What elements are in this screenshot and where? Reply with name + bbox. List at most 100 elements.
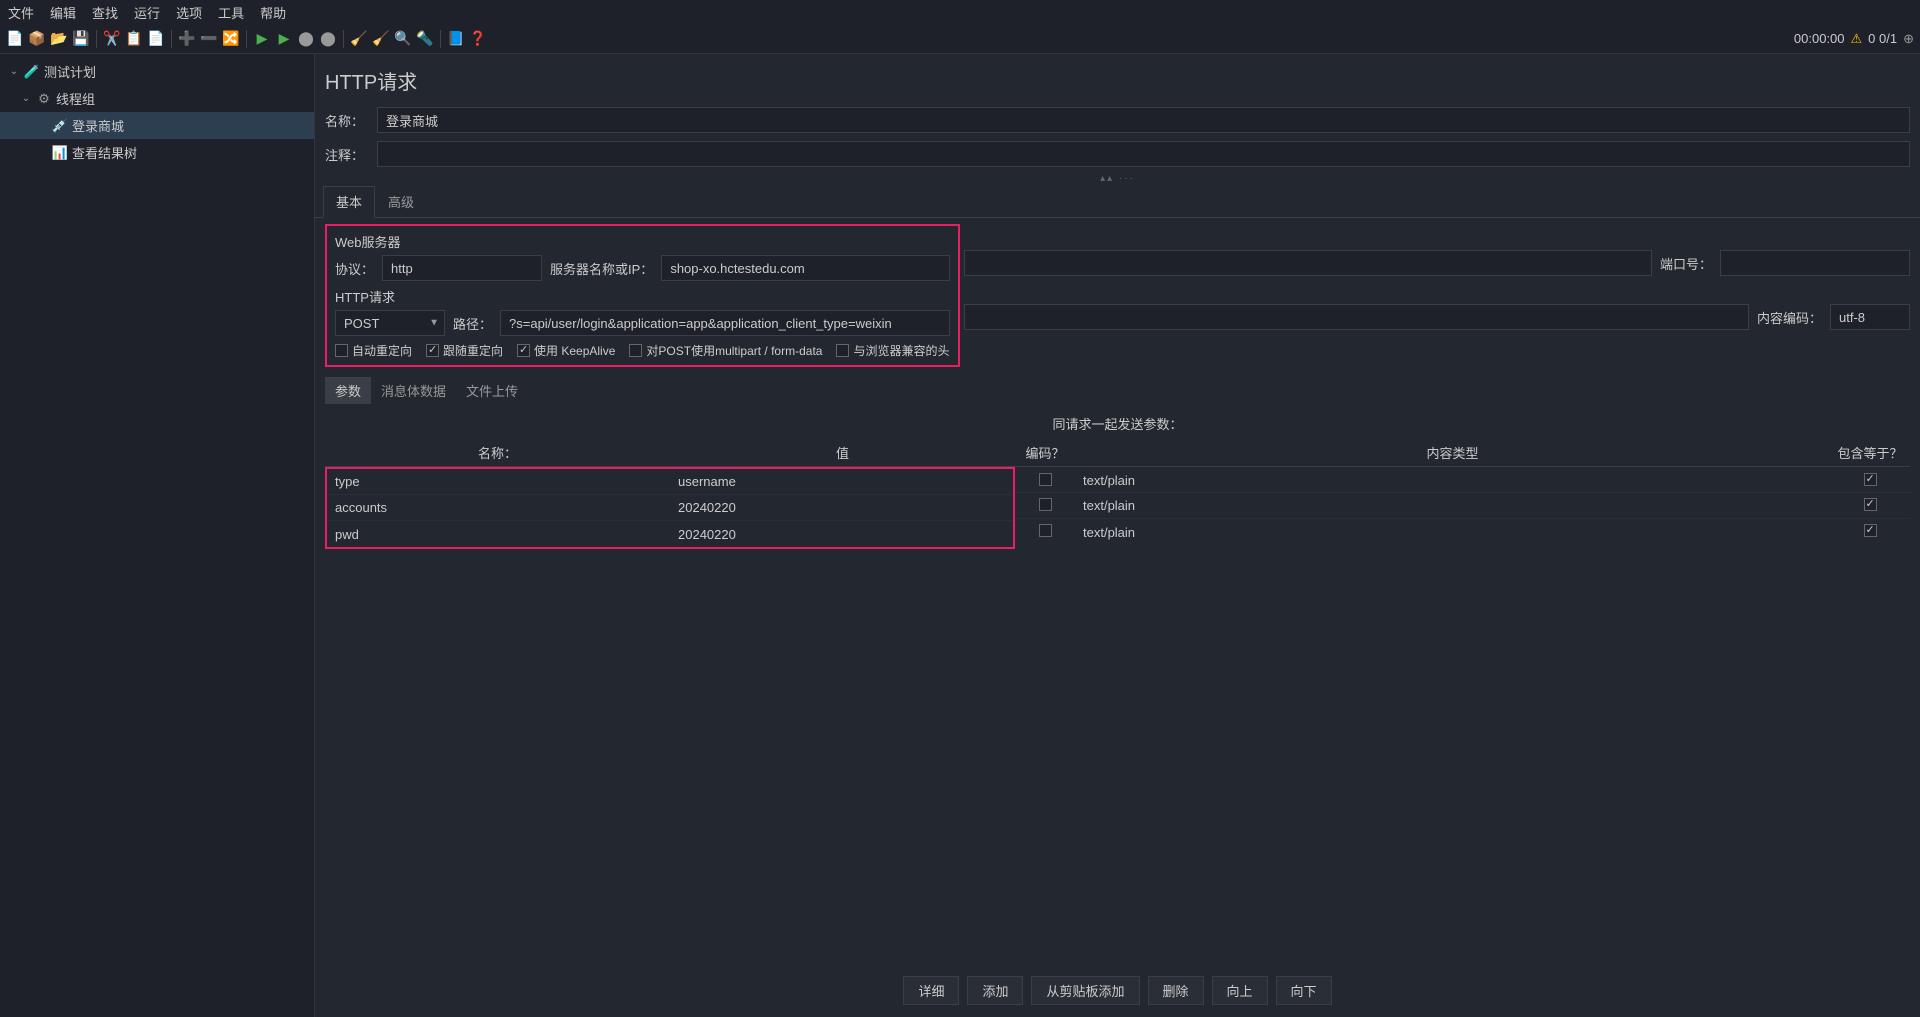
port-input[interactable] (1720, 250, 1910, 276)
add-button[interactable]: 添加 (967, 976, 1023, 1005)
param-value[interactable]: username (670, 474, 1013, 489)
comment-input[interactable] (377, 141, 1910, 167)
run-icon[interactable]: ▶ (253, 30, 271, 48)
tree-thread-group[interactable]: ⌄ ⚙ 线程组 (0, 85, 314, 112)
chevron-down-icon[interactable]: ⌄ (20, 93, 32, 104)
encode-check[interactable] (1039, 524, 1052, 537)
port-label: 端口号： (1660, 254, 1712, 273)
copy-icon[interactable]: 📋 (125, 30, 143, 48)
include-check[interactable] (1864, 524, 1877, 537)
tree-result-tree[interactable]: ⌄ 📊 查看结果树 (0, 139, 314, 166)
menu-options[interactable]: 选项 (176, 3, 202, 22)
auto-redirect-check[interactable]: 自动重定向 (335, 342, 412, 359)
method-select[interactable]: POST (335, 310, 445, 336)
param-content-type[interactable]: text/plain (1075, 473, 1830, 488)
toggle-icon[interactable]: 🔀 (222, 30, 240, 48)
menu-tools[interactable]: 工具 (218, 3, 244, 22)
open-icon[interactable]: 📂 (50, 30, 68, 48)
param-row-right[interactable]: text/plain (1015, 467, 1910, 493)
delete-button[interactable]: 删除 (1148, 976, 1204, 1005)
thread-count: 0 0/1 (1868, 31, 1897, 46)
save-icon[interactable]: 💾 (72, 30, 90, 48)
include-check[interactable] (1864, 498, 1877, 511)
col-value-header: 值 (670, 443, 1015, 462)
body-tabs: 参数 消息体数据 文件上传 (315, 373, 1920, 408)
toolbar: 📄 📦 📂 💾 ✂️ 📋 📄 ➕ ➖ 🔀 ▶ ▶ ⬤ ⬤ 🧹 🧹 🔍 🔦 📘 ❓… (0, 24, 1920, 54)
config-tabs: 基本 高级 (315, 186, 1920, 218)
subtab-body[interactable]: 消息体数据 (371, 377, 456, 404)
server-overflow-input[interactable] (964, 250, 1652, 276)
menu-help[interactable]: 帮助 (260, 3, 286, 22)
tree-label: 登录商城 (72, 116, 124, 135)
menu-run[interactable]: 运行 (134, 3, 160, 22)
shutdown-icon[interactable]: ⬤ (319, 30, 337, 48)
tree-test-plan[interactable]: ⌄ 🧪 测试计划 (0, 58, 314, 85)
clipboard-button[interactable]: 从剪贴板添加 (1031, 976, 1139, 1005)
follow-redirect-check[interactable]: 跟随重定向 (426, 342, 503, 359)
tab-advanced[interactable]: 高级 (375, 186, 427, 217)
pipette-icon: 💉 (52, 118, 68, 134)
page-title: HTTP请求 (315, 54, 1920, 103)
paste-icon[interactable]: 📄 (147, 30, 165, 48)
protocol-input[interactable] (382, 255, 542, 281)
param-name[interactable]: type (327, 474, 670, 489)
name-input[interactable] (377, 107, 1910, 133)
server-input[interactable] (661, 255, 950, 281)
menu-search[interactable]: 查找 (92, 3, 118, 22)
param-value[interactable]: 20240220 (670, 527, 1013, 542)
menu-file[interactable]: 文件 (8, 3, 34, 22)
elapsed-time: 00:00:00 (1794, 31, 1845, 46)
up-button[interactable]: 向上 (1212, 976, 1268, 1005)
encode-check[interactable] (1039, 498, 1052, 511)
col-name-header: 名称： (325, 443, 670, 462)
clear-all-icon[interactable]: 🧹 (372, 30, 390, 48)
param-name[interactable]: pwd (327, 527, 670, 542)
param-row-right[interactable]: text/plain (1015, 519, 1910, 545)
include-check[interactable] (1864, 473, 1877, 486)
subtab-params[interactable]: 参数 (325, 377, 371, 404)
path-overflow-input[interactable] (964, 304, 1749, 330)
keepalive-check[interactable]: 使用 KeepAlive (517, 342, 615, 359)
tab-basic[interactable]: 基本 (323, 186, 375, 218)
protocol-label: 协议： (335, 259, 374, 278)
clear-icon[interactable]: 🧹 (350, 30, 368, 48)
browser-headers-check[interactable]: 与浏览器兼容的头 (836, 342, 949, 359)
param-content-type[interactable]: text/plain (1075, 525, 1830, 540)
col-encode-header: 编码？ (1015, 443, 1075, 462)
param-content-type[interactable]: text/plain (1075, 498, 1830, 513)
path-label: 路径： (453, 314, 492, 333)
detail-button[interactable]: 详细 (903, 976, 959, 1005)
down-button[interactable]: 向下 (1276, 976, 1332, 1005)
warning-icon[interactable]: ⚠ (1851, 31, 1863, 47)
param-name[interactable]: accounts (327, 500, 670, 515)
encode-check[interactable] (1039, 473, 1052, 486)
chevron-down-icon[interactable]: ⌄ (8, 66, 20, 77)
param-buttons: 详细 添加 从剪贴板添加 删除 向上 向下 (315, 964, 1920, 1017)
tree-label: 查看结果树 (72, 143, 137, 162)
reset-search-icon[interactable]: 🔦 (416, 30, 434, 48)
templates-icon[interactable]: 📦 (28, 30, 46, 48)
tree-http-request[interactable]: ⌄ 💉 登录商城 (0, 112, 314, 139)
cut-icon[interactable]: ✂️ (103, 30, 121, 48)
param-row[interactable]: pwd 20240220 (327, 521, 1013, 547)
test-plan-tree: ⌄ 🧪 测试计划 ⌄ ⚙ 线程组 ⌄ 💉 登录商城 ⌄ 📊 查看结果树 (0, 54, 315, 1017)
param-row-right[interactable]: text/plain (1015, 493, 1910, 519)
param-value[interactable]: 20240220 (670, 500, 1013, 515)
param-row[interactable]: type username (327, 469, 1013, 495)
multipart-check[interactable]: 对POST使用multipart / form-data (629, 342, 822, 359)
stop-icon[interactable]: ⬤ (297, 30, 315, 48)
path-input[interactable] (500, 310, 950, 336)
subtab-upload[interactable]: 文件上传 (456, 377, 528, 404)
status-icon: ⊕ (1903, 31, 1914, 47)
param-row[interactable]: accounts 20240220 (327, 495, 1013, 521)
help-icon[interactable]: ❓ (469, 30, 487, 48)
search-tree-icon[interactable]: 🔍 (394, 30, 412, 48)
function-icon[interactable]: 📘 (447, 30, 465, 48)
collapse-icon[interactable]: ➖ (200, 30, 218, 48)
expand-icon[interactable]: ➕ (178, 30, 196, 48)
menu-edit[interactable]: 编辑 (50, 3, 76, 22)
new-icon[interactable]: 📄 (6, 30, 24, 48)
encoding-input[interactable] (1830, 304, 1910, 330)
run-no-timer-icon[interactable]: ▶ (275, 30, 293, 48)
tree-label: 线程组 (56, 89, 95, 108)
